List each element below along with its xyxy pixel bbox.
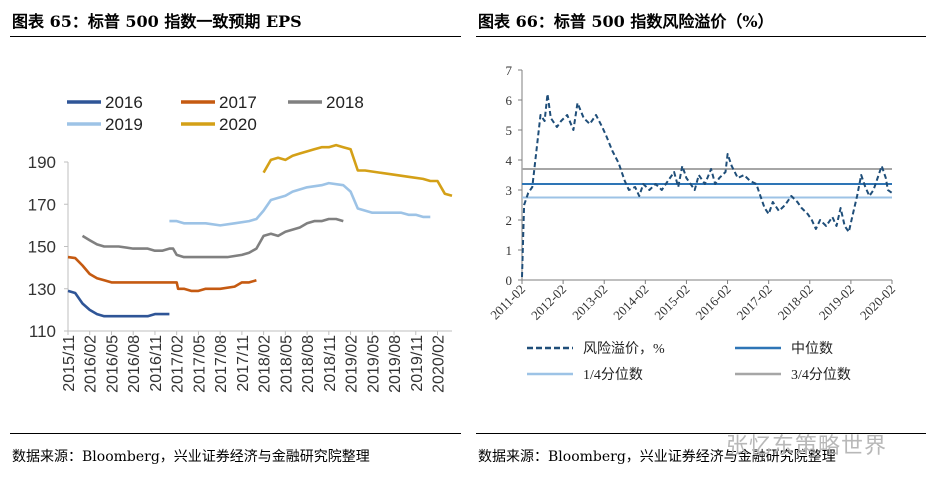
y-tick-label: 190 <box>28 153 56 172</box>
x-tick-label: 2018/11 <box>322 335 339 392</box>
y-tick-label: 170 <box>28 195 56 214</box>
y-tick-label: 130 <box>28 280 56 299</box>
y-tick-label: 5 <box>506 123 513 138</box>
x-tick-label: 2017-02 <box>734 282 775 323</box>
x-tick-label: 2017/05 <box>191 335 208 393</box>
x-tick-label: 2020-02 <box>857 282 898 323</box>
y-tick-label: 7 <box>506 63 513 78</box>
series-line-2020 <box>262 143 453 198</box>
series-line-risk-premium <box>521 93 893 278</box>
legend-label-median: 中位数 <box>791 341 833 357</box>
right-title-divider <box>476 36 926 37</box>
legend-label-2020: 2020 <box>219 115 257 134</box>
series-line-2018 <box>81 217 344 259</box>
right-chart-title: 图表 66：标普 500 指数风险溢价（%） <box>478 12 774 31</box>
legend-label-q3: 3/4分位数 <box>791 367 851 383</box>
legend-label-2017: 2017 <box>219 93 257 112</box>
legend-label-2016: 2016 <box>105 93 143 112</box>
legend-label-2019: 2019 <box>105 115 143 134</box>
series-line-2019 <box>169 181 431 227</box>
x-tick-label: 2018/05 <box>278 335 295 393</box>
right-source-note: 数据来源：Bloomberg，兴业证券经济与金融研究院整理 <box>478 449 836 465</box>
left-source-note: 数据来源：Bloomberg，兴业证券经济与金融研究院整理 <box>12 449 370 465</box>
series-line-2017 <box>67 255 257 293</box>
x-tick-label: 2018/02 <box>257 335 274 393</box>
x-tick-label: 2019-02 <box>816 282 857 323</box>
left-source-divider <box>10 433 461 434</box>
x-tick-label: 2017/02 <box>170 335 187 393</box>
x-tick-label: 2016/11 <box>148 335 165 392</box>
y-tick-label: 4 <box>506 153 513 168</box>
x-tick-label: 2016/02 <box>83 335 100 393</box>
x-tick-label: 2020/02 <box>431 335 448 393</box>
x-tick-label: 2016/05 <box>104 335 121 393</box>
x-tick-label: 2013-02 <box>569 282 610 323</box>
x-tick-label: 2019/05 <box>365 335 382 393</box>
x-tick-label: 2019/11 <box>409 335 426 392</box>
x-tick-label: 2018-02 <box>775 282 816 323</box>
x-tick-label: 2015/11 <box>61 335 78 392</box>
left-title-divider <box>10 36 461 37</box>
x-tick-label: 2016-02 <box>692 282 733 323</box>
x-tick-label: 2017/08 <box>213 335 230 393</box>
legend-label-q1: 1/4分位数 <box>583 367 643 383</box>
left-chart-title: 图表 65：标普 500 指数一致预期 EPS <box>12 12 302 31</box>
y-tick-label: 3 <box>506 183 513 198</box>
series-line-2016 <box>67 289 170 318</box>
x-tick-label: 2014-02 <box>610 282 651 323</box>
x-tick-label: 2019/08 <box>387 335 404 393</box>
right-source-divider <box>476 433 926 434</box>
y-tick-label: 2 <box>506 213 513 228</box>
x-tick-label: 2019/02 <box>344 335 361 393</box>
x-tick-label: 2018/08 <box>300 335 317 393</box>
y-tick-label: 150 <box>28 238 56 257</box>
legend-label-2018: 2018 <box>326 93 364 112</box>
y-tick-label: 6 <box>506 93 513 108</box>
legend-label-risk-premium: 风险溢价，% <box>583 341 665 357</box>
y-tick-label: 1 <box>506 243 513 258</box>
x-tick-label: 2012-02 <box>528 282 569 323</box>
y-tick-label: 110 <box>29 322 56 341</box>
x-tick-label: 2016/08 <box>126 335 143 393</box>
watermark: 张忆东策略世界 <box>726 434 888 459</box>
x-tick-label: 2017/11 <box>235 335 252 392</box>
y-tick-label: 0 <box>506 273 513 288</box>
eps-chart: 110 130 150 170 190 2015/11 2016/02 2016/05 2016… <box>28 93 453 393</box>
x-tick-label: 2015-02 <box>651 282 692 323</box>
